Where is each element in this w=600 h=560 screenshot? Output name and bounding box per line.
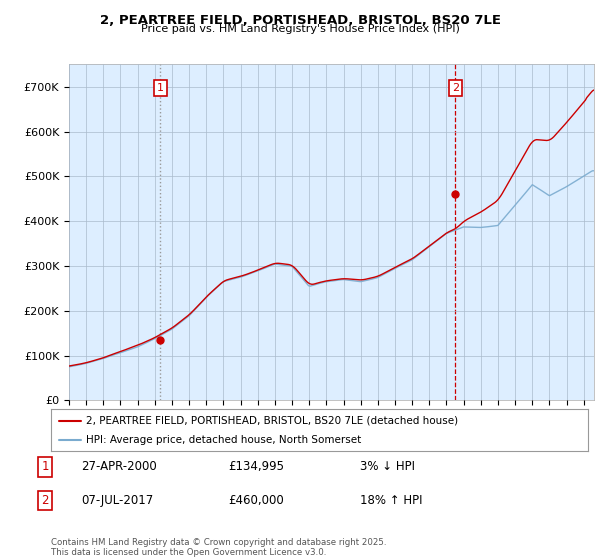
- Text: 2: 2: [452, 83, 459, 93]
- Text: 3% ↓ HPI: 3% ↓ HPI: [360, 460, 415, 473]
- Text: 2, PEARTREE FIELD, PORTISHEAD, BRISTOL, BS20 7LE (detached house): 2, PEARTREE FIELD, PORTISHEAD, BRISTOL, …: [86, 416, 458, 426]
- Text: 2, PEARTREE FIELD, PORTISHEAD, BRISTOL, BS20 7LE: 2, PEARTREE FIELD, PORTISHEAD, BRISTOL, …: [100, 14, 500, 27]
- Text: 1: 1: [157, 83, 164, 93]
- Text: £460,000: £460,000: [228, 494, 284, 507]
- Text: 18% ↑ HPI: 18% ↑ HPI: [360, 494, 422, 507]
- Text: Contains HM Land Registry data © Crown copyright and database right 2025.
This d: Contains HM Land Registry data © Crown c…: [51, 538, 386, 557]
- Text: HPI: Average price, detached house, North Somerset: HPI: Average price, detached house, Nort…: [86, 435, 361, 445]
- Text: Price paid vs. HM Land Registry's House Price Index (HPI): Price paid vs. HM Land Registry's House …: [140, 24, 460, 34]
- Text: £134,995: £134,995: [228, 460, 284, 473]
- Text: 07-JUL-2017: 07-JUL-2017: [81, 494, 153, 507]
- Text: 27-APR-2000: 27-APR-2000: [81, 460, 157, 473]
- Text: 1: 1: [41, 460, 49, 473]
- Text: 2: 2: [41, 494, 49, 507]
